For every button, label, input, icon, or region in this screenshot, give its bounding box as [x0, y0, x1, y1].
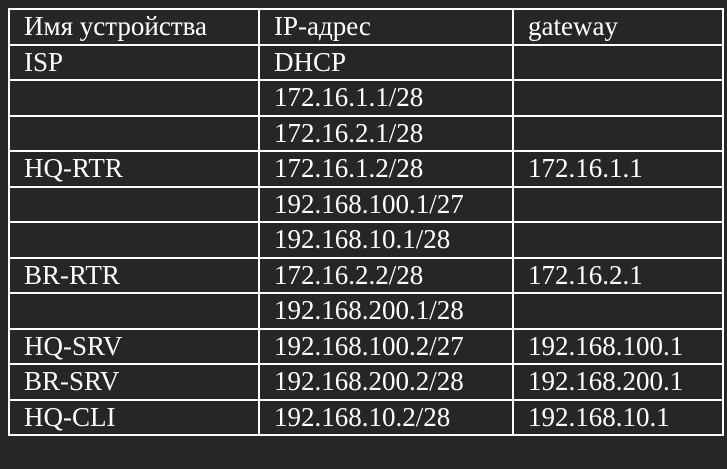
header-device-name: Имя устройства — [8, 8, 260, 46]
table-row: HQ-SRV 192.168.100.2/27 192.168.100.1 — [8, 327, 724, 365]
table-row: 172.16.2.1/28 — [8, 114, 724, 152]
ip-address-cell: 192.168.100.1/27 — [258, 185, 514, 223]
table-row: 192.168.10.1/28 — [8, 221, 724, 259]
table-row: 192.168.200.1/28 — [8, 292, 724, 330]
table-row: 192.168.100.1/27 — [8, 185, 724, 223]
ip-address-cell: 192.168.10.1/28 — [258, 221, 514, 259]
gateway-cell: 192.168.100.1 — [512, 327, 724, 365]
device-name-cell: HQ-SRV — [8, 327, 260, 365]
table-row: HQ-CLI 192.168.10.2/28 192.168.10.1 — [8, 398, 724, 436]
ip-address-cell: 192.168.100.2/27 — [258, 327, 514, 365]
gateway-cell: 172.16.2.1 — [512, 256, 724, 294]
ip-address-cell: 192.168.200.2/28 — [258, 363, 514, 401]
gateway-cell: 172.16.1.1 — [512, 150, 724, 188]
header-ip-address: IP-адрес — [258, 8, 514, 46]
table-row: ISP DHCP — [8, 43, 724, 81]
device-name-cell: HQ-RTR — [8, 150, 260, 188]
ip-address-cell: 172.16.1.1/28 — [258, 79, 514, 117]
device-name-cell — [8, 114, 260, 152]
device-name-cell — [8, 79, 260, 117]
ip-address-cell: 172.16.1.2/28 — [258, 150, 514, 188]
table-row: 172.16.1.1/28 — [8, 79, 724, 117]
gateway-cell: 192.168.200.1 — [512, 363, 724, 401]
table-row: BR-RTR 172.16.2.2/28 172.16.2.1 — [8, 256, 724, 294]
device-name-cell — [8, 221, 260, 259]
ip-address-cell: DHCP — [258, 43, 514, 81]
gateway-cell — [512, 292, 724, 330]
table-row: BR-SRV 192.168.200.2/28 192.168.200.1 — [8, 363, 724, 401]
gateway-cell: 192.168.10.1 — [512, 398, 724, 436]
header-row: Имя устройства IP-адрес gateway — [8, 8, 724, 46]
ip-address-cell: 172.16.2.1/28 — [258, 114, 514, 152]
device-name-cell: BR-SRV — [8, 363, 260, 401]
gateway-cell — [512, 185, 724, 223]
ip-address-cell: 172.16.2.2/28 — [258, 256, 514, 294]
addressing-table: Имя устройства IP-адрес gateway ISP DHCP 1… — [8, 8, 724, 436]
ip-address-cell: 192.168.10.2/28 — [258, 398, 514, 436]
table-row: HQ-RTR 172.16.1.2/28 172.16.1.1 — [8, 150, 724, 188]
gateway-cell — [512, 43, 724, 81]
device-name-cell — [8, 292, 260, 330]
device-name-cell: BR-RTR — [8, 256, 260, 294]
gateway-cell — [512, 79, 724, 117]
ip-address-cell: 192.168.200.1/28 — [258, 292, 514, 330]
gateway-cell — [512, 221, 724, 259]
header-gateway: gateway — [512, 8, 724, 46]
gateway-cell — [512, 114, 724, 152]
device-name-cell — [8, 185, 260, 223]
device-name-cell: ISP — [8, 43, 260, 81]
device-name-cell: HQ-CLI — [8, 398, 260, 436]
